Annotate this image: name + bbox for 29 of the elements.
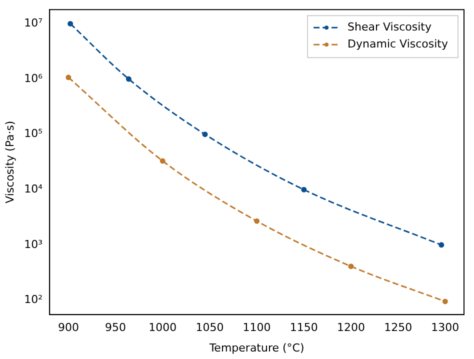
x-tick-label: 1000 bbox=[148, 321, 177, 334]
x-tick-label: 900 bbox=[58, 321, 79, 334]
y-tick-label: 10⁵ bbox=[24, 127, 43, 140]
y-axis-title: Viscosity (Pa·s) bbox=[3, 120, 16, 204]
y-tick-label: 10⁷ bbox=[24, 16, 43, 30]
x-tick-label: 1250 bbox=[384, 321, 412, 334]
point bbox=[442, 298, 448, 304]
x-axis-title: Temperature (°C) bbox=[208, 341, 304, 354]
x-tick-label: 1100 bbox=[242, 321, 271, 334]
point bbox=[348, 264, 354, 270]
legend-label: Shear Viscosity bbox=[348, 20, 432, 34]
y-tick-label: 10⁶ bbox=[24, 72, 44, 85]
x-tick-label: 1200 bbox=[336, 321, 365, 334]
point bbox=[68, 20, 74, 26]
legend-label: Dynamic Viscosity bbox=[348, 37, 448, 50]
y-tick-label: 10⁴ bbox=[24, 182, 44, 196]
point bbox=[126, 76, 132, 82]
y-tick-label: 10³ bbox=[24, 238, 43, 251]
point bbox=[301, 186, 307, 192]
y-tick-label: 10² bbox=[24, 293, 43, 306]
x-tick-label: 1150 bbox=[290, 321, 318, 334]
x-tick-label: 950 bbox=[105, 321, 126, 334]
point bbox=[254, 218, 260, 224]
point bbox=[160, 158, 166, 164]
x-tick-label: 1050 bbox=[196, 321, 224, 334]
point bbox=[202, 132, 208, 138]
point bbox=[438, 242, 444, 248]
point bbox=[66, 74, 72, 80]
x-tick-label: 1300 bbox=[431, 321, 460, 334]
